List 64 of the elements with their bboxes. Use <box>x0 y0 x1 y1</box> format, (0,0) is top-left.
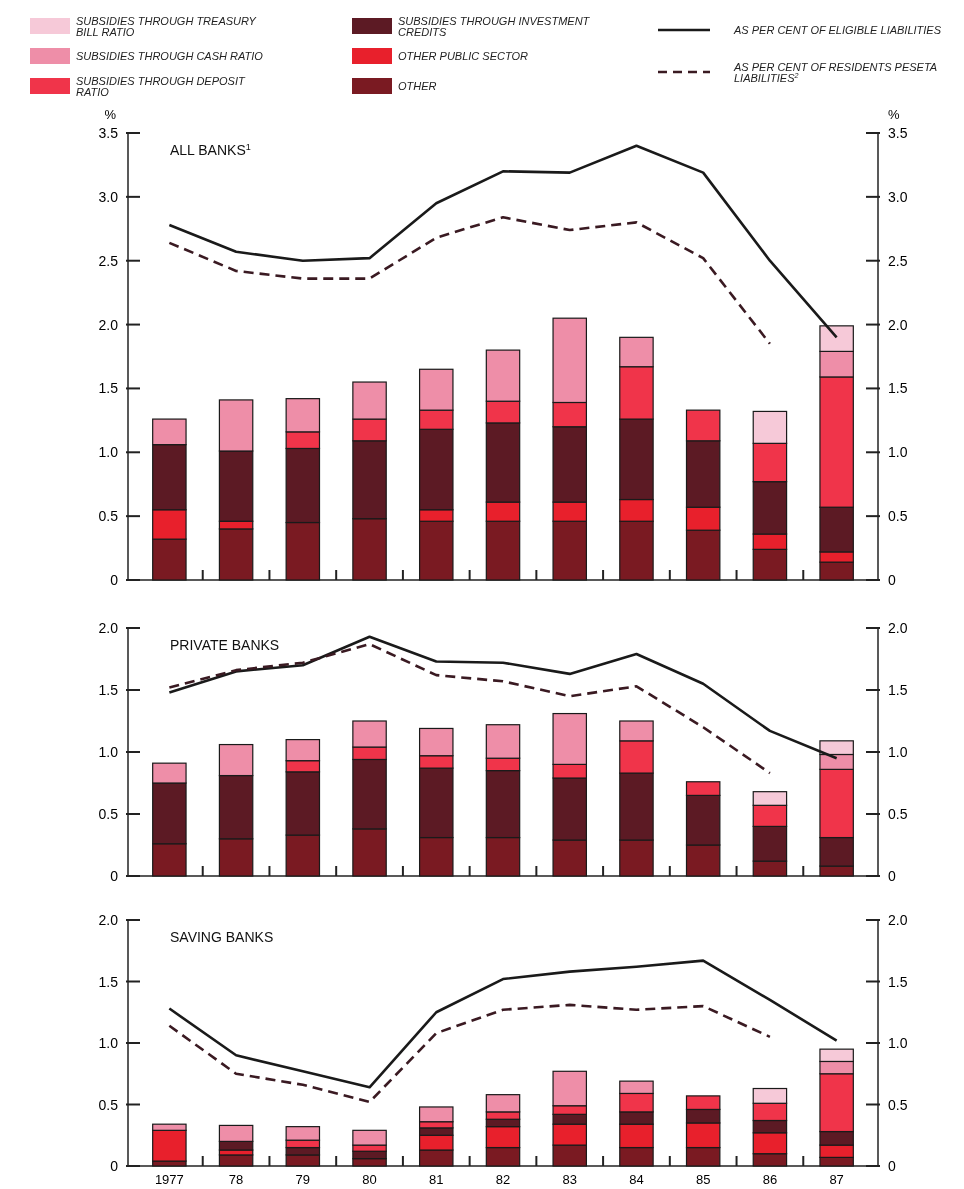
y2-tick-label: 1.5 <box>888 682 908 698</box>
y2-tick-label: 1.0 <box>888 444 908 461</box>
y2-tick-label: 3.0 <box>888 188 908 205</box>
x-tick-label: 83 <box>562 1172 577 1187</box>
y-tick-label: 0 <box>110 572 119 588</box>
text: SAVING BANKS <box>170 929 274 945</box>
line-series <box>168 959 838 1089</box>
x-tick-label: 86 <box>762 1172 778 1187</box>
x-tick-label: 78 <box>228 1172 244 1187</box>
x-tick-label: 84 <box>629 1172 644 1187</box>
y-tick-label: 1.0 <box>98 444 119 461</box>
line-series <box>168 1003 772 1104</box>
y2-tick-label: 2.0 <box>888 912 908 928</box>
legend-label: SUBSIDIES THROUGH DEPOSIT RATIO <box>76 74 246 98</box>
y2-tick-label: 0.5 <box>888 1096 908 1113</box>
y-tick-label: 2.0 <box>98 912 119 928</box>
line-series <box>168 215 772 346</box>
y2-tick-label: 1.5 <box>888 380 908 397</box>
y-tick-label: 0 <box>110 868 119 884</box>
y2-tick-label: 0.5 <box>888 508 908 525</box>
y2-tick-label: 0 <box>888 868 896 884</box>
line-series <box>168 642 772 775</box>
x-tick-label: 80 <box>362 1172 377 1187</box>
y2-tick-label: 2.0 <box>888 620 908 636</box>
y-axis-title: % <box>104 107 117 122</box>
y-tick-label: 1.5 <box>98 682 119 698</box>
y-tick-label: 0.5 <box>98 508 119 525</box>
x-tick-label: 1977 <box>154 1172 184 1187</box>
legend-label: AS PER CENT OF ELIGIBLE LIABILITIES <box>733 24 942 36</box>
y2-tick-label: 3.5 <box>888 125 908 141</box>
y2-tick-label: 0 <box>888 1158 896 1174</box>
x-tick-label: 85 <box>695 1172 711 1187</box>
legend-label: OTHER <box>398 80 437 92</box>
x-tick-label: 81 <box>429 1172 444 1187</box>
y-tick-label: 3.5 <box>98 125 119 141</box>
legend-label: AS PER CENT OF RESIDENTS PESETA LIABILITIES$^{2}$ <box>733 60 938 84</box>
y-tick-label: 1.5 <box>98 973 119 990</box>
text: PRIVATE BANKS <box>170 637 280 653</box>
legend-label: OTHER PUBLIC SECTOR <box>398 50 529 62</box>
y-tick-label: 2.0 <box>98 316 119 333</box>
y-tick-label: 0 <box>110 1158 119 1174</box>
legend-label: SUBSIDIES THROUGH TREASURY BILL RATIO <box>76 14 257 38</box>
y-tick-label: 1.0 <box>98 1035 119 1051</box>
y-tick-label: 2.5 <box>98 252 119 269</box>
y2-tick-label: 2.0 <box>888 316 908 333</box>
y2-tick-label: 0 <box>888 572 896 588</box>
x-tick-label: 82 <box>495 1172 511 1187</box>
y2-tick-label: 0.5 <box>888 806 908 822</box>
y2-tick-label: 2.5 <box>888 252 908 269</box>
y-tick-label: 3.0 <box>98 188 119 205</box>
y2-tick-label: 1.0 <box>888 1035 908 1051</box>
y2-tick-label: 1.5 <box>888 973 908 990</box>
y-tick-label: 0.5 <box>98 1096 119 1113</box>
text: ALL BANKS$^{1}$ <box>170 142 251 158</box>
legend-label: SUBSIDIES THROUGH INVESTMENT CREDITS <box>398 14 591 38</box>
y2-tick-label: 1.0 <box>888 744 908 760</box>
x-tick-label: 87 <box>829 1172 844 1187</box>
x-tick-label: 79 <box>295 1172 311 1187</box>
y2-axis-title: % <box>888 107 900 122</box>
y-tick-label: 1.0 <box>98 744 119 760</box>
y-tick-label: 0.5 <box>98 806 119 822</box>
legend-label: SUBSIDIES THROUGH CASH RATIO <box>76 50 264 62</box>
y-tick-label: 1.5 <box>98 380 119 397</box>
y-tick-label: 2.0 <box>98 620 119 636</box>
